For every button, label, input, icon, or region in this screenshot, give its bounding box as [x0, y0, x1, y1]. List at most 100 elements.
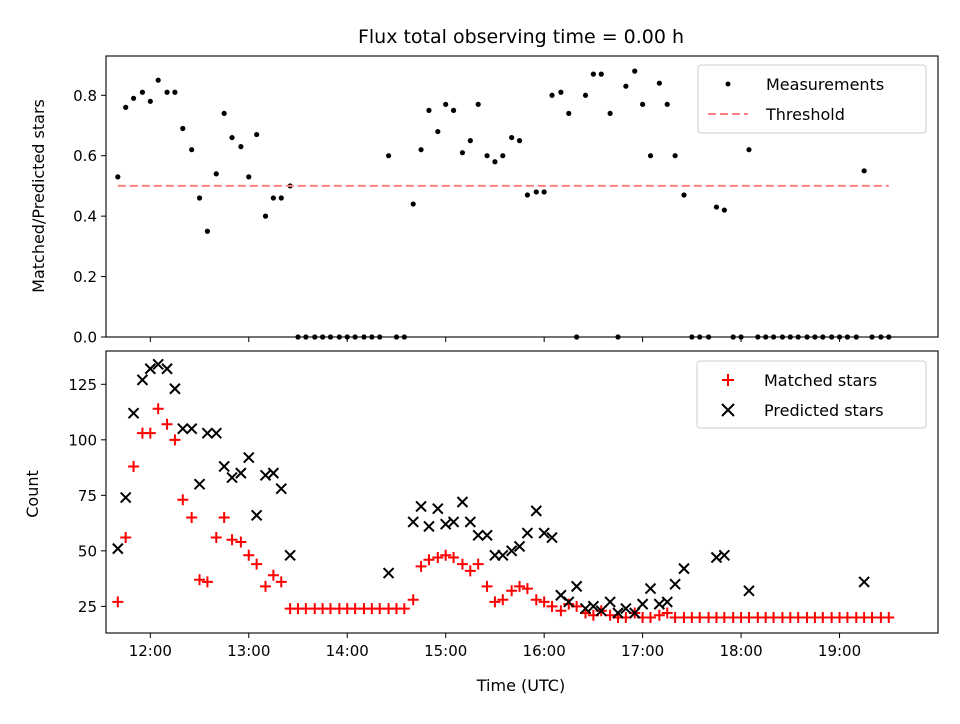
measurements-point — [385, 153, 392, 159]
measurements-point — [123, 104, 129, 110]
predicted-stars-point — [456, 496, 469, 508]
count-axes-frame — [105, 350, 939, 634]
matched-stars-point — [538, 596, 550, 608]
measurements-legend-marker — [725, 81, 731, 87]
predicted-stars-point — [439, 518, 452, 530]
ratio-y-axis-label: Matched/Predicted stars — [29, 99, 48, 293]
measurements-point — [426, 107, 432, 113]
predicted-stars-point — [127, 407, 140, 419]
matched-stars-point — [423, 554, 435, 566]
measurements-point — [664, 101, 670, 107]
matched-stars-point — [489, 596, 501, 608]
matched-stars-point — [530, 594, 542, 606]
predicted-stars-point — [144, 363, 157, 375]
matched-stars-point — [653, 609, 665, 621]
ratio-y-tick-label: 0.8 — [73, 87, 97, 105]
measurements-point — [623, 83, 629, 89]
predicted-stars-point — [112, 542, 124, 555]
figure-title: Flux total observing time = 0.00 h — [358, 26, 684, 48]
predicted-stars-point — [464, 516, 477, 528]
matched-stars-point — [210, 532, 222, 544]
measurements-point — [640, 101, 646, 107]
predicted-stars-point — [201, 427, 214, 439]
count-x-tick-label: 18:00 — [719, 642, 762, 660]
predicted-stars-point — [423, 520, 435, 533]
matched-stars-point — [883, 611, 895, 623]
measurements-point — [450, 107, 457, 113]
matched-stars-point — [644, 611, 656, 623]
matched-stars-point — [407, 594, 419, 606]
measurements-point — [647, 153, 654, 159]
predicted-stars-point — [669, 578, 681, 590]
matched-stars-point — [448, 552, 460, 564]
measurements-point — [459, 150, 466, 156]
ratio-legend: Measurements Threshold — [697, 64, 927, 134]
predicted-stars-point — [595, 605, 607, 617]
matched-stars-point — [251, 558, 263, 570]
measurements-point — [861, 168, 867, 174]
matched-stars-point — [260, 580, 272, 592]
count-y-tick-label: 75 — [78, 487, 97, 505]
predicted-stars-point — [267, 467, 280, 479]
matched-stars-legend-marker — [722, 374, 734, 386]
matched-stars-point — [201, 576, 213, 588]
predicted-stars-point — [185, 423, 198, 435]
count-axes-ticks: 25 50 75 100 125 12:00 13:00 14:00 15:00 16:00 17:… — [68, 376, 861, 660]
measurements-point — [558, 89, 564, 95]
predicted-stars-point — [497, 549, 509, 561]
matched-stars-point — [464, 565, 476, 577]
measurements-point — [492, 159, 498, 165]
measurements-point — [270, 195, 276, 201]
predicted-stars-point — [678, 562, 690, 575]
count-x-tick-label: 12:00 — [129, 642, 172, 660]
matched-stars-point — [186, 512, 198, 524]
predicted-stars-point — [604, 596, 616, 608]
count-legend-box — [696, 360, 927, 429]
measurements-point — [509, 134, 515, 141]
matched-stars-point — [415, 560, 427, 572]
matched-stars-point — [235, 536, 247, 548]
measurements-point — [246, 174, 252, 180]
matched-stars-point — [661, 607, 673, 619]
predicted-stars-point — [546, 531, 558, 544]
count-y-tick-label: 100 — [68, 431, 97, 449]
predicted-stars-point — [481, 529, 493, 542]
predicted-stars-point — [513, 540, 526, 553]
measurements-point — [541, 189, 547, 195]
count-x-tick-label: 15:00 — [424, 642, 467, 660]
predicted-stars-point — [415, 500, 427, 513]
measurements-point — [115, 174, 121, 180]
ratio-axes-frame — [105, 55, 939, 338]
predicted-stars-point — [275, 482, 287, 495]
predicted-stars-point — [382, 567, 395, 579]
ratio-y-tick-label: 0.6 — [73, 147, 97, 165]
matched-stars-point — [521, 583, 533, 595]
predicted-stars-point — [620, 602, 632, 615]
matched-stars-point — [177, 494, 189, 506]
threshold-legend-label: Threshold — [765, 105, 845, 124]
predicted-stars-point — [218, 460, 230, 473]
matched-stars-point — [514, 580, 526, 592]
count-x-tick-label: 16:00 — [523, 642, 566, 660]
predicted-stars-point — [661, 596, 673, 608]
predicted-stars-point — [521, 527, 534, 539]
measurements-point — [484, 153, 490, 159]
matched-stars-point — [226, 534, 238, 546]
measurements-point — [672, 153, 678, 159]
measurements-point — [549, 92, 555, 98]
matched-stars-point — [563, 598, 575, 610]
matched-stars-point — [440, 549, 452, 561]
measurements-point — [180, 125, 186, 132]
matched-stars-point — [144, 427, 156, 439]
ratio-y-tick-label: 0.2 — [73, 268, 97, 286]
predicted-stars-point — [472, 529, 484, 542]
matched-stars-point — [169, 434, 181, 446]
matched-stars-point — [194, 574, 206, 586]
count-y-tick-label: 50 — [78, 542, 97, 560]
predicted-stars-point — [210, 427, 222, 439]
predicted-stars-point — [579, 602, 592, 615]
measurements-point — [475, 101, 481, 107]
matched-stars-point — [432, 552, 444, 564]
predicted-stars-point — [152, 358, 164, 371]
ratio-y-tick-label: 0.0 — [73, 329, 97, 347]
